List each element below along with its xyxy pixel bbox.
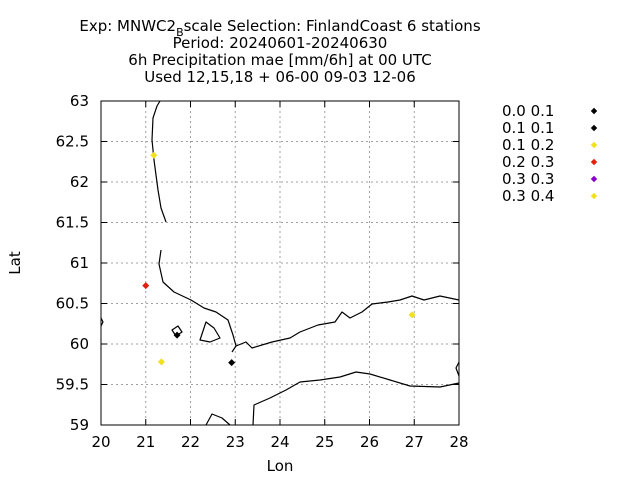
y-tick-label: 61 (70, 254, 89, 272)
coast-east-edge (455, 361, 460, 377)
y-tick-label: 59 (70, 416, 89, 434)
legend-label: 0.1 0.2 (502, 136, 554, 154)
legend-marker (590, 192, 598, 200)
title-subscript: B (176, 26, 184, 39)
x-axis-label: Lon (267, 457, 294, 475)
ticks: 20 21 22 23 24 25 26 27 28 59 59.5 60 60.5 61 61.5 62 62… (56, 92, 469, 451)
title-line-1: Exp: MNWC2Bscale Selection: FinlandCoast… (79, 17, 480, 39)
x-tick-label: 25 (315, 433, 334, 451)
legend-marker (590, 124, 598, 132)
y-tick-label: 60 (70, 335, 89, 353)
coastline-south-finland (235, 295, 460, 349)
y-tick-label: 62 (70, 173, 89, 191)
island-left-edge (100, 317, 104, 327)
grid (101, 101, 459, 425)
legend-label: 0.0 0.1 (502, 102, 554, 120)
x-tick-label: 28 (449, 433, 468, 451)
island-inner (199, 321, 221, 343)
chart-title: Exp: MNWC2Bscale Selection: FinlandCoast… (79, 17, 480, 86)
title-line-3: 6h Precipitation mae [mm/6h] at 00 UTC (128, 51, 431, 69)
title-line-2: Period: 20240601-20240630 (173, 34, 388, 52)
y-tick-label: 59.5 (56, 376, 89, 394)
coastline-map (100, 100, 460, 426)
x-tick-label: 22 (181, 433, 200, 451)
data-point (150, 151, 158, 159)
x-tick-label: 26 (360, 433, 379, 451)
data-point (408, 311, 416, 319)
legend-marker (590, 158, 598, 166)
data-point (228, 359, 236, 367)
legend-label: 0.1 0.1 (502, 119, 554, 137)
x-tick-label: 20 (91, 433, 110, 451)
legend-marker (590, 175, 598, 183)
x-tick-label: 24 (270, 433, 289, 451)
data-point (173, 331, 181, 339)
title-line-4: Used 12,15,18 + 06-00 09-03 12-06 (144, 68, 416, 86)
y-tick-label: 62.5 (56, 133, 89, 151)
y-tick-label: 60.5 (56, 295, 89, 313)
island-south-small (205, 413, 231, 426)
legend-label: 0.3 0.4 (502, 187, 554, 205)
legend: 0.0 0.10.1 0.10.1 0.20.2 0.30.3 0.30.3 0… (502, 102, 598, 205)
x-tick-label: 21 (136, 433, 155, 451)
legend-marker (590, 107, 598, 115)
data-point (157, 358, 165, 366)
x-tick-label: 27 (405, 433, 424, 451)
y-tick-label: 61.5 (56, 214, 89, 232)
x-tick-label: 23 (226, 433, 245, 451)
data-point (142, 282, 150, 290)
y-axis-label: Lat (6, 251, 24, 275)
legend-marker (590, 141, 598, 149)
y-tick-label: 63 (70, 92, 89, 110)
coastline-west (151, 100, 167, 223)
legend-label: 0.3 0.3 (502, 170, 554, 188)
legend-label: 0.2 0.3 (502, 153, 554, 171)
coastline-southwest (158, 249, 237, 353)
estonia-coast (252, 371, 460, 426)
data-points (142, 151, 416, 367)
